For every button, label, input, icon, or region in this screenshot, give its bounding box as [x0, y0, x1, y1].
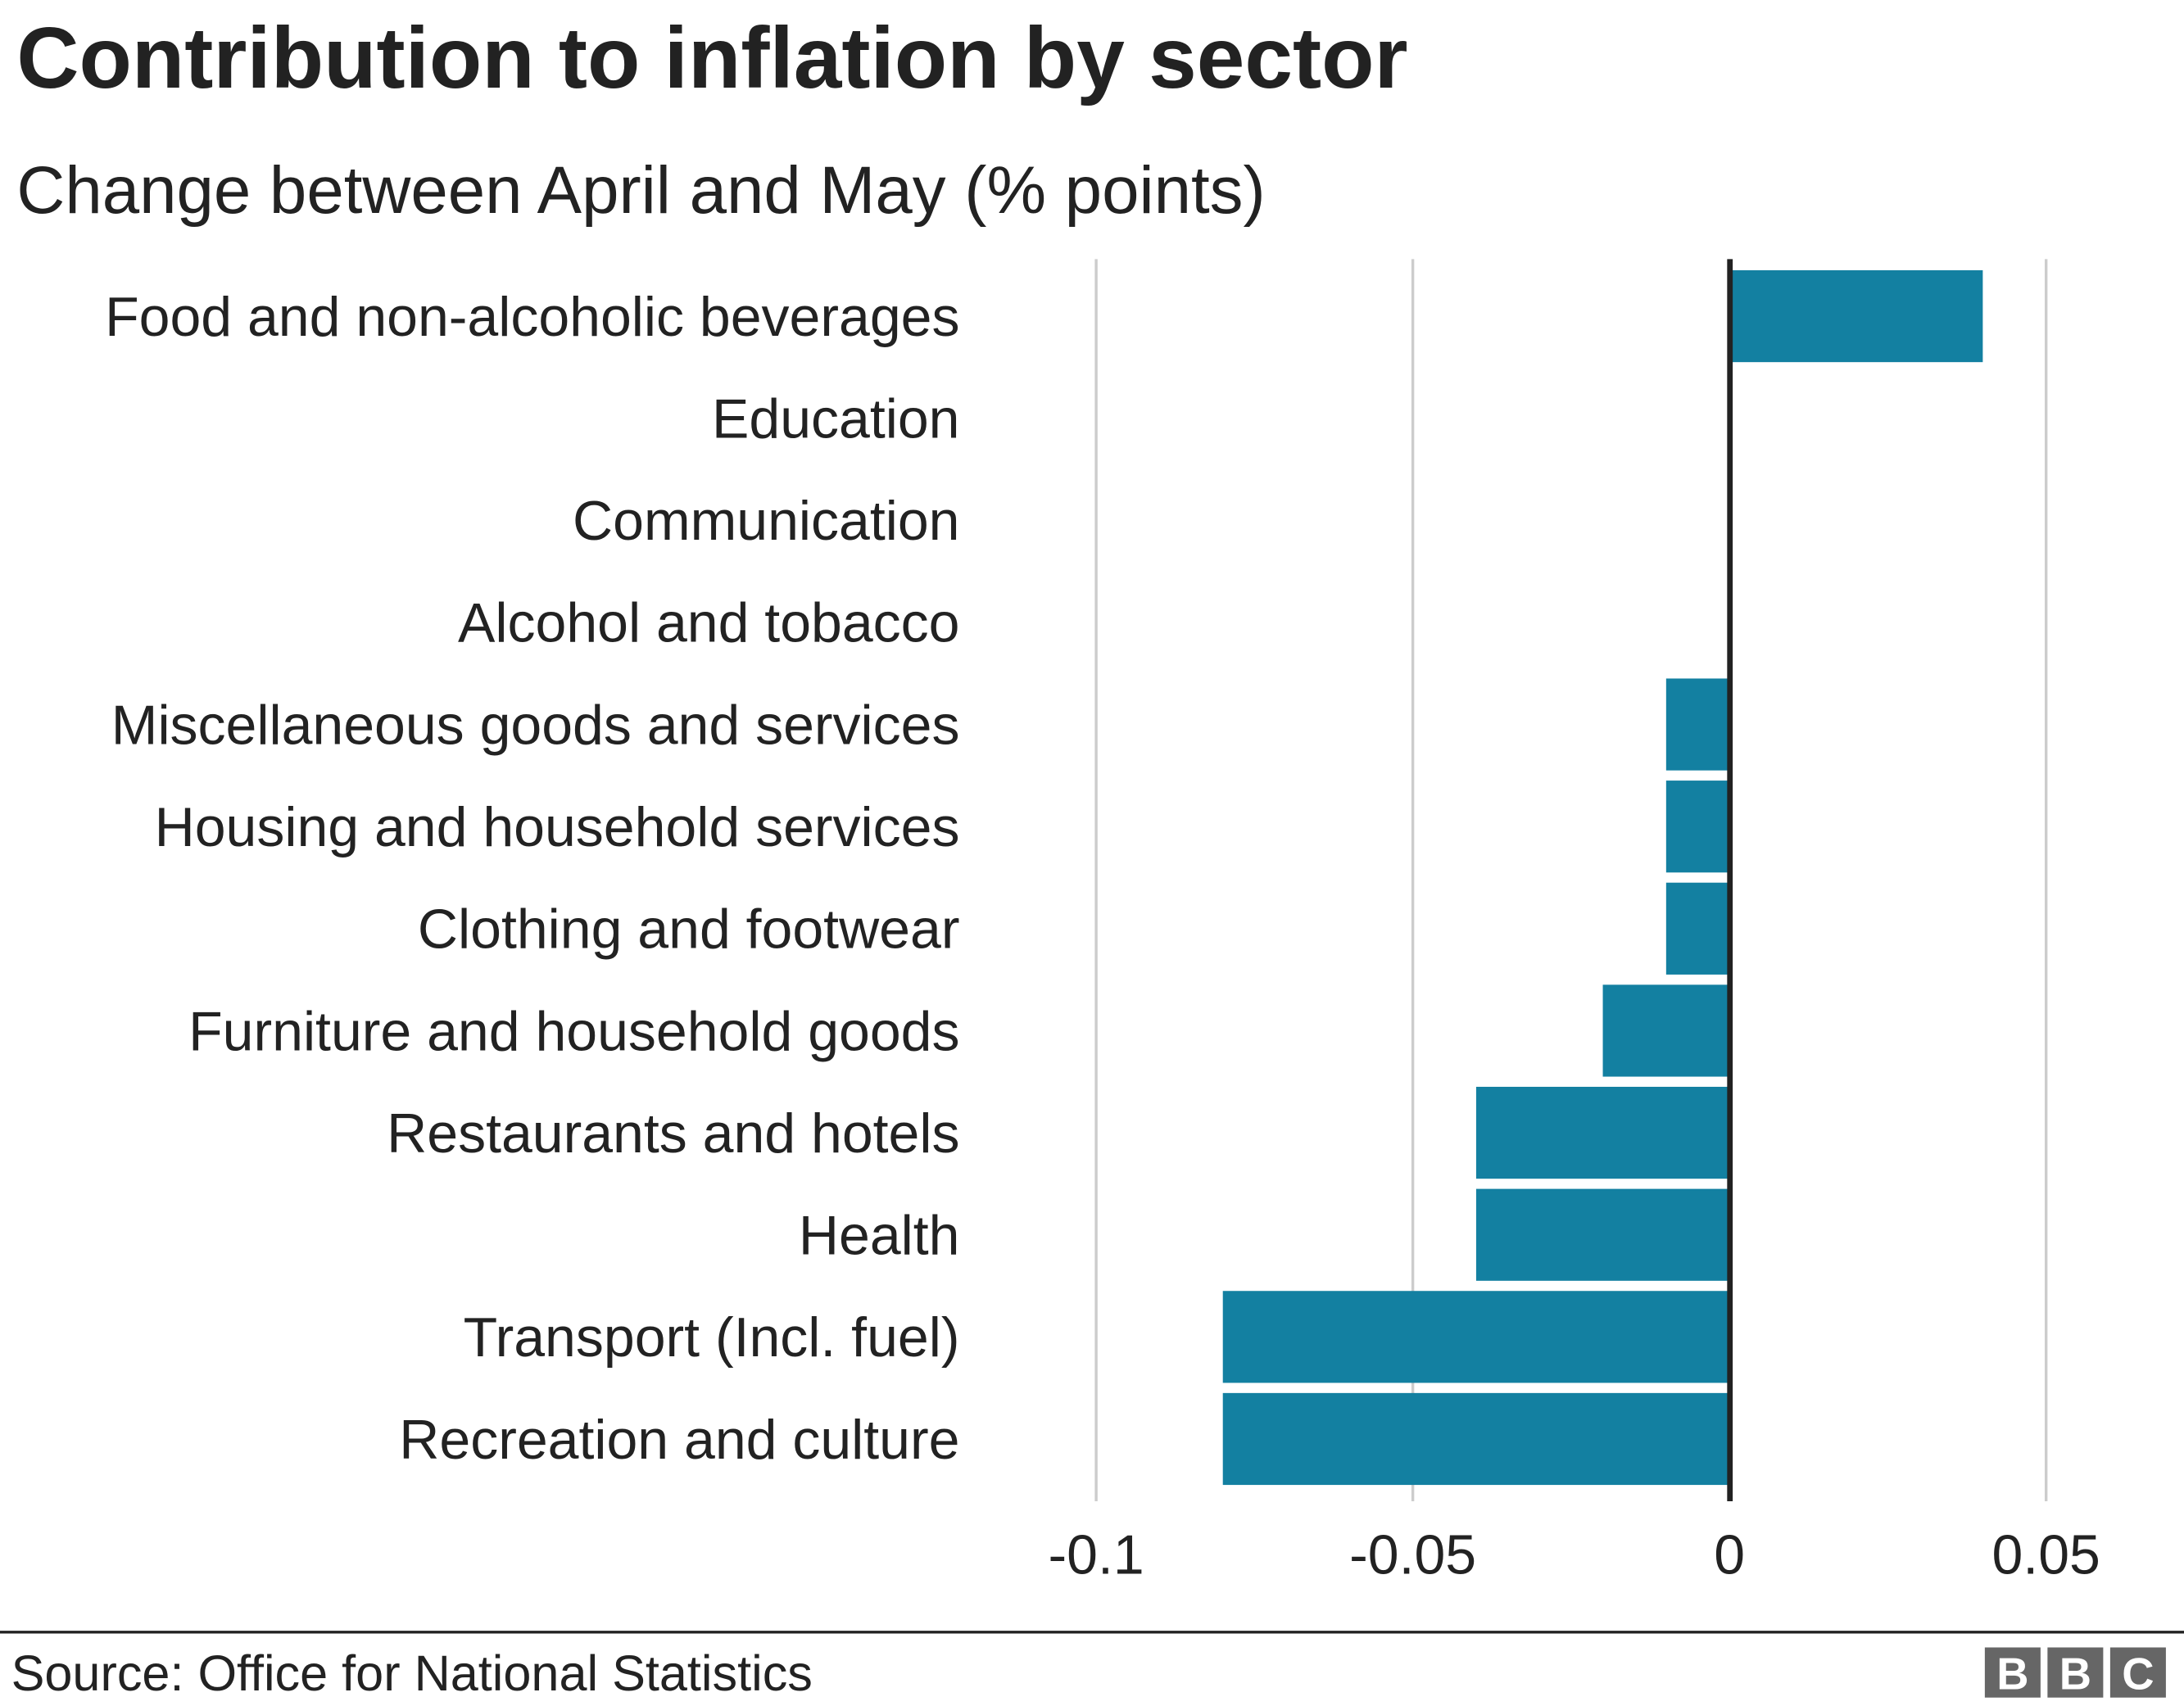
bar	[1222, 1291, 1730, 1383]
category-label: Housing and household services	[155, 796, 960, 858]
category-label: Clothing and footwear	[418, 898, 960, 961]
x-tick-label: -0.05	[1349, 1523, 1476, 1586]
x-tick-label: 0	[1714, 1523, 1745, 1586]
bar	[1665, 882, 1730, 975]
x-tick-label: 0.05	[1991, 1523, 2100, 1586]
bar	[1665, 781, 1730, 873]
category-label: Miscellaneous goods and services	[111, 694, 960, 756]
chart-subtitle: Change between April and May (% points)	[16, 153, 1265, 228]
category-label: Food and non-alcoholic beverages	[105, 286, 959, 348]
chart-title: Contribution to inflation by sector	[16, 11, 1407, 106]
bbc-logo-block	[2109, 1647, 2166, 1698]
category-labels: Food and non-alcoholic beverages Educatio…	[105, 286, 959, 1471]
bbc-logo-block	[2047, 1647, 2104, 1698]
bar	[1665, 678, 1730, 771]
category-label: Restaurants and hotels	[387, 1102, 959, 1165]
bbc-logo-letter: B	[2059, 1649, 2091, 1699]
bbc-logo-block	[1984, 1647, 2041, 1698]
bbc-logo-letter: C	[2122, 1649, 2154, 1699]
bar	[1729, 269, 1983, 363]
category-label: Health	[799, 1205, 960, 1267]
bar	[1602, 984, 1730, 1077]
bar	[1222, 1392, 1730, 1486]
category-label: Education	[712, 387, 959, 450]
source-note: Source: Office for National Statistics	[11, 1645, 813, 1701]
x-tick-label: -0.1	[1049, 1523, 1144, 1586]
bars	[1222, 269, 1983, 1486]
category-label: Transport (Incl. fuel)	[464, 1306, 960, 1369]
category-label: Furniture and household goods	[188, 1000, 959, 1062]
x-tick-labels: -0.1 -0.05 0 0.05	[1049, 1523, 2100, 1586]
bbc-logo-letter: B	[1996, 1649, 2028, 1699]
bar	[1475, 1188, 1730, 1281]
category-label: Alcohol and tobacco	[458, 592, 959, 654]
bar	[1475, 1086, 1730, 1179]
category-label: Communication	[573, 490, 959, 552]
category-label: Recreation and culture	[399, 1409, 959, 1471]
